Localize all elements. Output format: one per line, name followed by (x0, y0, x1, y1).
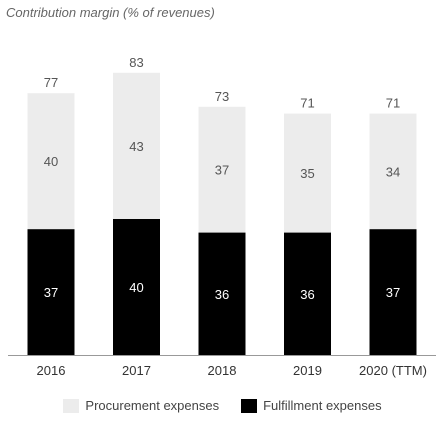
label-total-2018: 73 (215, 89, 229, 104)
label-procurement-2019: 35 (300, 166, 314, 181)
label-total-2017: 83 (129, 55, 143, 70)
x-tick-label-2018: 2018 (208, 363, 237, 378)
legend: Procurement expenses Fulfillment expense… (0, 398, 445, 413)
label-fulfillment-2016: 37 (44, 285, 58, 300)
bar-fulfillment-2016 (27, 229, 75, 355)
label-fulfillment-2020 (TTM): 37 (386, 285, 400, 300)
legend-swatch-procurement (63, 398, 80, 413)
bar-procurement-2016 (27, 93, 75, 230)
x-tick-label-2016: 2016 (37, 363, 66, 378)
label-fulfillment-2019: 36 (300, 287, 314, 302)
label-fulfillment-2017: 40 (129, 280, 143, 295)
label-procurement-2017: 43 (129, 139, 143, 154)
x-tick-label-2020 (TTM): 2020 (TTM) (359, 363, 427, 378)
label-total-2019: 71 (300, 96, 314, 111)
bar-procurement-2017 (113, 72, 160, 219)
label-procurement-2018: 37 (215, 163, 229, 178)
label-total-2016: 77 (44, 75, 58, 90)
bar-fulfillment-2017 (113, 219, 160, 355)
label-procurement-2020 (TTM): 34 (386, 164, 400, 179)
legend-item-procurement: Procurement expenses (63, 398, 219, 413)
x-tick-label-2019: 2019 (293, 363, 322, 378)
x-tick-label-2017: 2017 (122, 363, 151, 378)
bar-fulfillment-2018 (198, 232, 246, 355)
legend-swatch-fulfillment (241, 398, 258, 413)
label-fulfillment-2018: 36 (215, 287, 229, 302)
bar-procurement-2020 (TTM) (369, 113, 417, 230)
legend-label-fulfillment: Fulfillment expenses (263, 398, 382, 413)
label-procurement-2016: 40 (44, 154, 58, 169)
bar-fulfillment-2020 (TTM) (369, 229, 417, 355)
chart-title: Contribution margin (% of revenues) (6, 5, 215, 20)
bar-procurement-2018 (198, 106, 246, 233)
legend-label-procurement: Procurement expenses (85, 398, 220, 413)
bar-fulfillment-2019 (284, 232, 331, 355)
label-total-2020 (TTM): 71 (386, 96, 400, 111)
legend-item-fulfillment: Fulfillment expenses (241, 398, 382, 413)
bar-procurement-2019 (284, 113, 331, 233)
